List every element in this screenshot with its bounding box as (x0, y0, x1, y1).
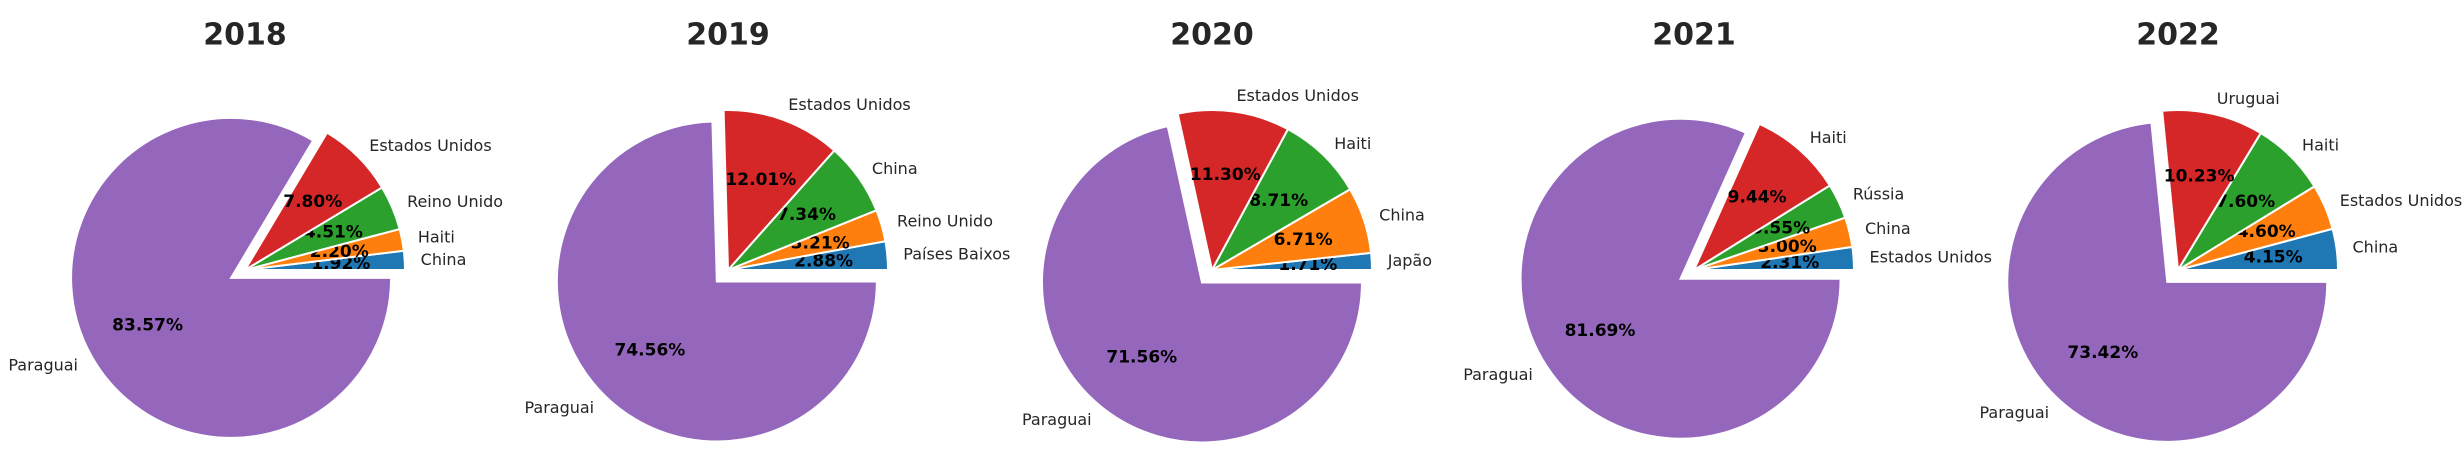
slice-percent-label: 4.51% (304, 223, 363, 243)
slice-category-label: Paraguai (1463, 365, 1533, 384)
slice-category-label: Haiti (1810, 128, 1847, 147)
pie-slice (2161, 109, 2263, 274)
slice-percent-label: 4.15% (2244, 248, 2303, 268)
slice-category-label: Paraguai (1022, 410, 1092, 429)
slice-category-label: Estados Unidos (2340, 191, 2462, 210)
slice-category-label: Paraguai (1979, 403, 2049, 422)
slice-category-label: Uruguai (2217, 89, 2280, 108)
slice-category-label: China (1379, 205, 1425, 224)
slice-percent-label: 11.30% (1190, 165, 1261, 185)
pie-slice (1691, 122, 1832, 273)
chart-title: 2021 (1652, 18, 1736, 53)
pie-slice (1040, 124, 1363, 444)
slice-percent-label: 74.56% (615, 340, 686, 360)
chart-title: 2022 (2136, 18, 2220, 53)
slice-category-label: Rússia (1853, 185, 1904, 204)
pie-slice (1209, 127, 1352, 273)
slice-category-label: Países Baixos (903, 245, 1010, 264)
slice-percent-label: 7.60% (2216, 192, 2275, 212)
slice-category-label: Haiti (418, 227, 455, 246)
slice-percent-label: 10.23% (2164, 166, 2235, 186)
slice-percent-label: 4.60% (2237, 222, 2296, 242)
pie-slice (722, 109, 836, 273)
slice-category-label: China (2353, 238, 2399, 257)
slice-percent-label: 9.44% (1728, 188, 1787, 208)
slice-category-label: Haiti (2302, 136, 2339, 155)
slice-category-label: Japão (1387, 251, 1432, 270)
pie-slice (555, 120, 878, 443)
pie-slice (2006, 121, 2329, 443)
slice-percent-label: 71.56% (1106, 347, 1177, 367)
slice-category-label: China (1865, 219, 1911, 238)
chart-title: 2020 (1170, 18, 1254, 53)
slice-percent-label: 12.01% (725, 170, 796, 190)
slice-percent-label: 6.71% (1274, 230, 1333, 250)
slice-category-label: Estados Unidos (1870, 248, 1992, 267)
pie-slice (1176, 109, 1290, 273)
pie-slice (70, 116, 393, 439)
chart-title: 2018 (203, 18, 287, 53)
slice-category-label: China (872, 159, 918, 178)
slice-category-label: Reino Unido (897, 212, 993, 231)
slice-percent-label: 81.69% (1565, 321, 1636, 341)
slice-category-label: Haiti (1334, 134, 1371, 153)
slice-category-label: Paraguai (524, 398, 594, 417)
pie-slice (244, 131, 384, 271)
slice-percent-label: 73.42% (2067, 343, 2138, 363)
chart-title: 2019 (686, 18, 770, 53)
slice-category-label: China (421, 250, 467, 269)
pie-chart-2022: 2022 4.15% China 4.60% Estados Unidos 7.60% Ha… (1979, 18, 2462, 443)
slice-category-label: Estados Unidos (369, 136, 491, 155)
slice-percent-label: 83.57% (112, 315, 183, 335)
slice-category-label: Estados Unidos (1236, 86, 1358, 105)
slice-percent-label: 2.88% (794, 251, 853, 271)
slice-percent-label: 7.80% (283, 192, 342, 212)
slice-category-label: Estados Unidos (788, 95, 910, 114)
slice-category-label: Reino Unido (407, 192, 503, 211)
pie-slice (1519, 117, 1842, 440)
slice-percent-label: 7.34% (777, 205, 836, 225)
slice-percent-label: 8.71% (1249, 191, 1308, 211)
slice-category-label: Paraguai (8, 355, 78, 374)
